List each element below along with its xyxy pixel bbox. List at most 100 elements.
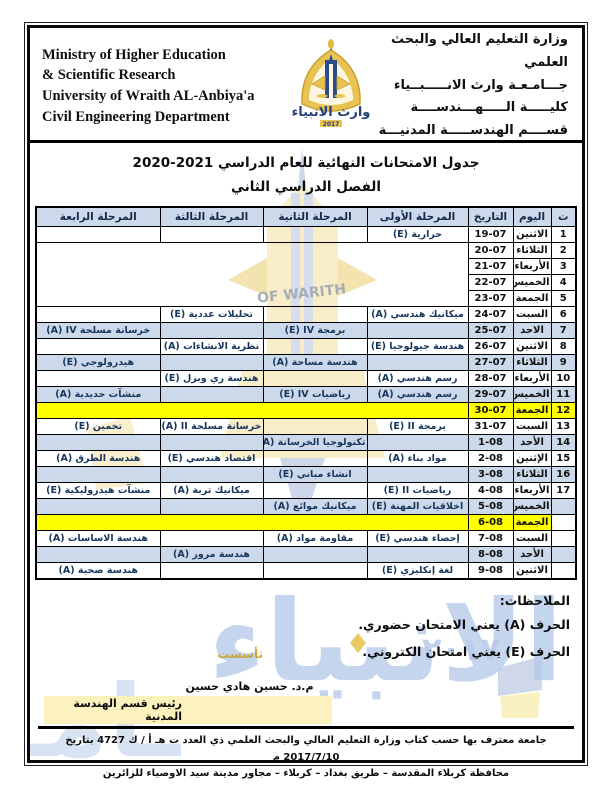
exam-mode-marker: (A)	[161, 420, 178, 432]
date-cell: 19-07	[467, 226, 514, 244]
table-row: 2 الثلاثاء 20-07	[35, 242, 577, 308]
header-ar-line: جـــامـعـة وارث الانـــــبــياء	[393, 77, 568, 93]
date-cell: 21-07	[467, 258, 514, 276]
subject-cell	[262, 450, 368, 468]
exam-mode-marker: (E)	[279, 388, 295, 400]
row-number-cell: 15	[550, 450, 577, 468]
day-cell: الخميس	[512, 386, 552, 404]
date-cell: 23-07	[467, 290, 514, 308]
row-number-cell: 16	[550, 466, 577, 484]
footer-address-line: محافظة كربلاء المقدسة – طريق بغداد – كرب…	[102, 768, 510, 779]
exam-mode-marker: (E)	[167, 452, 183, 464]
table-row: 1 الاثنين 19-07 حرارية (E)	[35, 226, 577, 244]
page-frame: OF WARITH الانبياء ـامـ ٢٠١٧ تأسست Minis…	[24, 22, 588, 779]
date-cell: 27-07	[467, 354, 514, 372]
subject-cell: رياضيات IV (E)	[262, 386, 368, 404]
exam-schedule-table: ت اليوم التاريخ المرحلة الأولى المرحلة ا…	[35, 206, 577, 581]
header-en-line: & Scientific Research	[42, 67, 176, 84]
date-cell: 8-08	[467, 546, 514, 564]
exam-mode-marker: (A)	[377, 372, 394, 384]
table-row: 3 الأربعاء 21-07	[36, 258, 577, 276]
notes-section: الملاحظات: الحرف (A) يعني الامتحان حضوري…	[30, 593, 570, 659]
subject-cell: ميكانيك موائع (A)	[262, 498, 368, 516]
day-cell: الجمعة	[512, 514, 552, 532]
subject-cell	[262, 546, 368, 564]
header-ar-line: وزارة التعليم العالي والبحث العلمي	[391, 32, 568, 70]
subject-cell: انشاء مباني (E)	[262, 466, 368, 484]
subject-cell: ميكانيك هندسي (A)	[366, 306, 469, 324]
exam-mode-marker: (E)	[74, 420, 90, 432]
university-logo: وارث الانبياء 2017	[290, 38, 372, 134]
footer-accreditation-line: جامعة معترف بها حسب كتاب وزارة التعليم ا…	[65, 735, 547, 763]
subject-cell	[366, 434, 469, 452]
date-cell: 26-07	[467, 338, 514, 356]
col-header-day: اليوم	[512, 206, 552, 228]
exam-mode-marker: (E)	[381, 564, 398, 576]
exam-mode-marker: (E)	[383, 484, 399, 496]
table-row: الاثنين 9-08 لغة إنكليزي (E) هندسة صحية (A)	[35, 562, 577, 580]
date-cell: 30-07	[467, 402, 514, 420]
page-footer: جامعة معترف بها حسب كتاب وزارة التعليم ا…	[38, 726, 574, 783]
date-cell: 5-08	[467, 498, 514, 516]
table-row: 13 السبت 31-07 برمجة II (E) خرسانة مسلحة II …	[35, 418, 577, 436]
row-number-cell	[550, 546, 577, 564]
date-cell: 24-07	[467, 306, 514, 324]
row-number-cell: 10	[550, 370, 577, 388]
subject-cell: برمجة II (E)	[366, 418, 469, 436]
title-line-2: الفصل الدراسي الثاني	[231, 178, 381, 195]
subject-cell: نظرية الانشاءات (A)	[159, 338, 264, 356]
col-header-stage1: المرحلة الأولى	[366, 206, 469, 228]
exam-mode-marker: (A)	[56, 452, 73, 464]
date-cell: 1-08	[467, 434, 514, 452]
subject-cell: اخلاقيات المهنة (E)	[366, 498, 469, 516]
subject-cell: برمجة IV (E)	[262, 322, 368, 340]
row-number-cell: 6	[550, 306, 577, 324]
subject-cell	[159, 562, 264, 580]
day-cell: الأربعاء	[512, 482, 552, 500]
table-row: 5 الجمعة 23-07	[36, 290, 577, 308]
day-cell: الجمعة	[512, 402, 552, 420]
exam-mode-marker: (A)	[55, 388, 72, 400]
row-number-cell: 5	[550, 290, 577, 308]
subject-cell: ميكانيك تربة (A)	[159, 482, 264, 500]
day-cell: الثلاثاء	[512, 466, 552, 484]
row-number-cell: 12	[550, 402, 577, 420]
subject-cell	[159, 386, 264, 404]
date-cell: 3-08	[467, 466, 514, 484]
subject-cell: هندسة الطرق (A)	[35, 450, 161, 468]
exam-mode-marker: (E)	[62, 356, 78, 368]
exam-mode-marker: (A)	[377, 388, 394, 400]
subject-cell: رسم هندسي (A)	[366, 370, 469, 388]
table-header-row: ت اليوم التاريخ المرحلة الأولى المرحلة ا…	[35, 206, 577, 228]
subject-cell: رياضيات II (E)	[366, 482, 469, 500]
date-cell: 25-07	[467, 322, 514, 340]
subject-cell: لغة إنكليزي (E)	[366, 562, 469, 580]
table-row: السبت 7-08 إحصاء هندسي (E) مقاومة مواد (A) ه…	[35, 530, 577, 548]
logo-caption-text: وارث الانبياء	[292, 105, 370, 120]
exam-mode-marker: (E)	[370, 340, 386, 352]
subject-cell	[366, 546, 469, 564]
table-row: الجمعة 6-08	[35, 514, 577, 532]
day-cell: السبت	[512, 530, 552, 548]
date-cell: 20-07	[467, 242, 514, 260]
day-cell: الأحد	[512, 546, 552, 564]
subject-cell: منشآت هيدروليكية (E)	[35, 482, 161, 500]
note-line-e: الحرف (E) يعني امتحان الكتروني.	[362, 644, 570, 660]
subject-cell	[159, 498, 264, 516]
subject-cell: هيدرولوجي (E)	[35, 354, 161, 372]
subject-cell	[262, 482, 368, 500]
col-header-number: ت	[550, 206, 577, 228]
subject-cell: منشآت حديدية (A)	[35, 386, 161, 404]
date-cell: 22-07	[467, 274, 514, 292]
table-row: 7 الاحد 25-07 برمجة IV (E) خرسانة مسلحة IV (…	[35, 322, 577, 340]
row-number-cell: 11	[550, 386, 577, 404]
subject-cell	[35, 370, 161, 388]
logo-year-text: 2017	[323, 121, 340, 128]
row-number-cell: 1	[550, 226, 577, 244]
table-row: 17 الأربعاء 4-08 رياضيات II (E) ميكانيك تربة…	[35, 482, 577, 500]
subject-cell: هندسة الاساسات (A)	[35, 530, 161, 548]
table-row: 9 الثلاثاء 27-07 هندسة مساحة (A) هيدرولوجي (…	[35, 354, 577, 372]
university-emblem-icon: وارث الانبياء 2017	[292, 39, 370, 128]
subject-cell	[159, 354, 264, 372]
